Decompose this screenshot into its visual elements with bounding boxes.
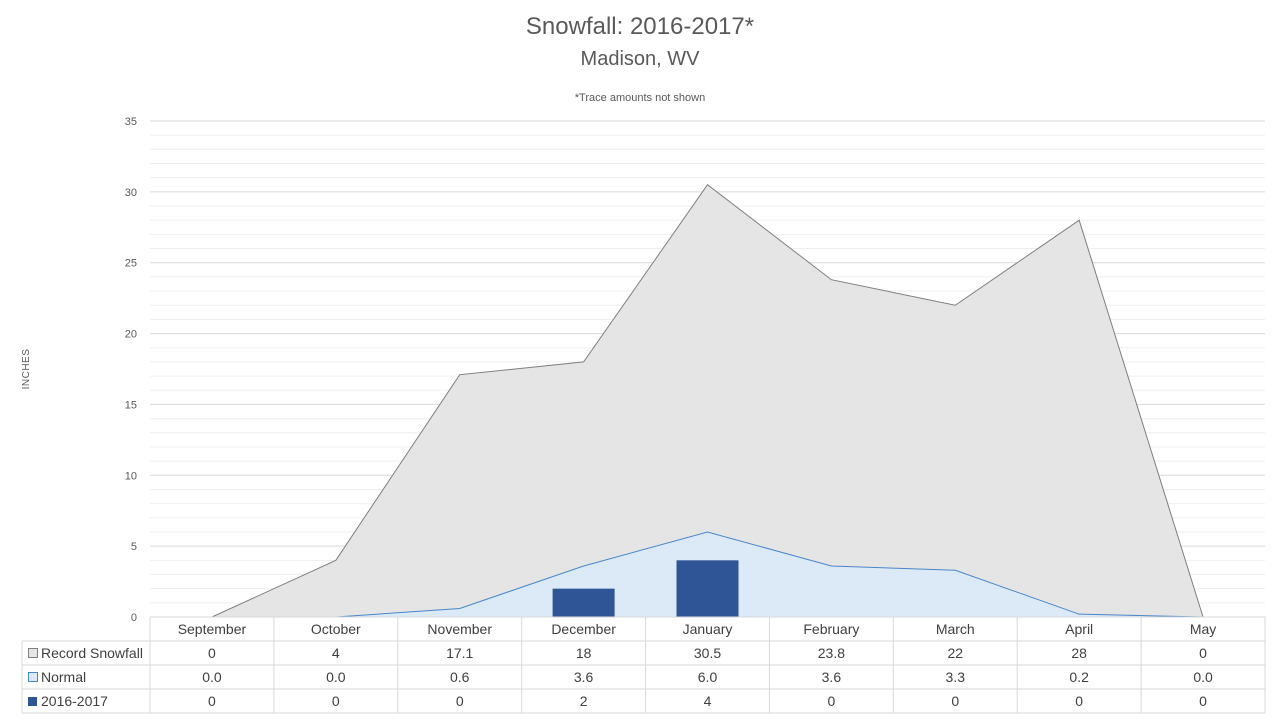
data-table: September October November December January F… — [21, 616, 1266, 714]
data-value: 0 — [951, 693, 959, 709]
legend-label-2016-2017: 2016-2017 — [41, 693, 108, 709]
legend-key-normal — [28, 672, 38, 682]
y-tick-label: 10 — [125, 470, 137, 482]
chart-note: *Trace amounts not shown — [575, 92, 705, 104]
category-label: May — [1190, 621, 1216, 637]
data-value: 0 — [827, 693, 835, 709]
y-tick-label: 0 — [131, 612, 137, 624]
data-value: 17.1 — [446, 645, 473, 661]
data-value: 2 — [580, 693, 588, 709]
data-value: 0 — [208, 645, 216, 661]
data-value: 0.0 — [1193, 669, 1213, 685]
bar-december — [552, 588, 615, 617]
data-value: 3.6 — [574, 669, 594, 685]
data-value: 0 — [208, 693, 216, 709]
area-record-snowfall — [211, 184, 1204, 617]
category-label: January — [683, 621, 733, 637]
category-label: April — [1065, 621, 1093, 637]
y-tick-label: 25 — [125, 258, 137, 270]
data-value: 23.8 — [818, 645, 845, 661]
legend-label-record-snowfall: Record Snowfall — [41, 645, 143, 661]
data-value: 6.0 — [698, 669, 718, 685]
data-value: 0.2 — [1069, 669, 1089, 685]
data-value: 4 — [332, 645, 340, 661]
line-record-snowfall — [211, 184, 1204, 618]
chart-subtitle: Madison, WV — [581, 48, 701, 70]
data-value: 28 — [1071, 645, 1087, 661]
y-axis-label: INCHES — [21, 349, 32, 390]
category-label: February — [803, 621, 859, 637]
category-label: September — [178, 621, 247, 637]
data-value: 22 — [947, 645, 963, 661]
category-label: December — [551, 621, 616, 637]
y-tick-labels: 0 5 10 15 20 25 30 35 — [125, 116, 137, 624]
y-tick-label: 15 — [125, 399, 137, 411]
y-tick-label: 20 — [125, 329, 137, 341]
series-bars — [552, 560, 739, 617]
series-areas — [211, 184, 1204, 618]
data-value: 3.3 — [946, 669, 966, 685]
data-value: 18 — [576, 645, 592, 661]
category-label: November — [427, 621, 492, 637]
legend-label-normal: Normal — [41, 669, 86, 685]
y-tick-label: 30 — [125, 187, 137, 199]
category-label: March — [936, 621, 975, 637]
category-label: October — [311, 621, 361, 637]
chart-title: Snowfall: 2016-2017* — [526, 13, 754, 40]
data-value: 0 — [456, 693, 464, 709]
data-value: 0 — [1075, 693, 1083, 709]
data-value: 0 — [1199, 645, 1207, 661]
data-value: 30.5 — [694, 645, 721, 661]
y-tick-label: 35 — [125, 116, 137, 128]
line-normal — [211, 531, 1204, 618]
data-value: 4 — [704, 693, 712, 709]
data-value: 0.0 — [202, 669, 222, 685]
legend-key-2016-2017 — [28, 697, 37, 706]
data-value: 0 — [1199, 693, 1207, 709]
data-value: 3.6 — [822, 669, 842, 685]
data-value: 0.0 — [326, 669, 346, 685]
bar-january — [676, 560, 739, 617]
y-tick-label: 5 — [131, 541, 137, 553]
data-value: 0 — [332, 693, 340, 709]
data-value: 0.6 — [450, 669, 470, 685]
legend-key-record-snowfall — [28, 648, 38, 658]
